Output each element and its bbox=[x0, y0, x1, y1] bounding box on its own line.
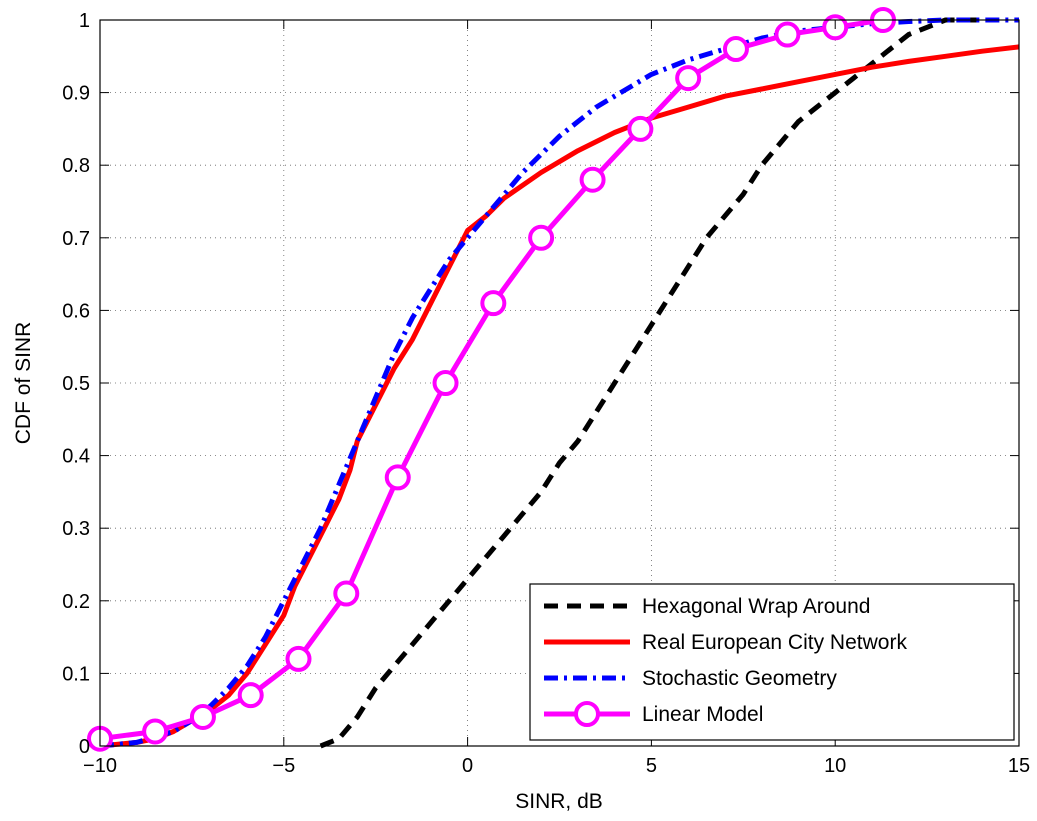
x-tick-label: 5 bbox=[646, 755, 657, 777]
data-point-linear-model bbox=[722, 36, 749, 63]
y-tick-label: 0.9 bbox=[62, 83, 90, 105]
x-tick-label: −5 bbox=[272, 755, 295, 777]
y-tick-label: 0.6 bbox=[62, 300, 90, 322]
y-tick-label: 0 bbox=[79, 736, 90, 758]
legend-label-linear-model: Linear Model bbox=[642, 703, 763, 726]
y-tick-label: 0.2 bbox=[62, 591, 90, 613]
x-tick-label: −10 bbox=[83, 755, 117, 777]
data-point-linear-model bbox=[627, 115, 654, 142]
data-point-linear-model bbox=[774, 21, 801, 48]
y-axis-label: CDF of SINR bbox=[12, 322, 35, 445]
data-point-linear-model bbox=[675, 65, 702, 92]
legend-label-stochastic-geometry: Stochastic Geometry bbox=[642, 667, 837, 690]
y-tick-label: 0.8 bbox=[62, 155, 90, 177]
data-point-linear-model bbox=[432, 370, 459, 396]
legend-label-hexagonal-wrap-around: Hexagonal Wrap Around bbox=[642, 595, 870, 618]
x-axis-label: SINR, dB bbox=[515, 790, 603, 813]
y-tick-label: 0.4 bbox=[62, 446, 90, 468]
y-tick-label: 0.7 bbox=[62, 228, 90, 250]
data-point-linear-model bbox=[480, 290, 507, 317]
legend-marker-linear-model bbox=[574, 701, 600, 727]
data-point-linear-model bbox=[285, 645, 312, 672]
legend: Hexagonal Wrap Around Real European City … bbox=[529, 583, 1015, 741]
y-tick-label: 0.1 bbox=[62, 663, 90, 685]
data-point-linear-model bbox=[189, 703, 216, 730]
data-point-linear-model bbox=[237, 682, 264, 709]
x-tick-label: 15 bbox=[1008, 755, 1030, 777]
data-point-linear-model bbox=[142, 718, 169, 745]
x-tick-label: 0 bbox=[462, 755, 473, 777]
data-point-linear-model bbox=[333, 580, 360, 607]
series-line-real-european-city-network bbox=[99, 44, 1020, 749]
data-point-linear-model bbox=[528, 224, 555, 251]
y-tick-label: 1 bbox=[79, 10, 90, 32]
y-tick-label: 0.3 bbox=[62, 518, 90, 540]
series-line-hexagonal-wrap-around bbox=[319, 17, 983, 749]
data-point-linear-model bbox=[384, 464, 411, 491]
series-line-stochastic-geometry bbox=[99, 17, 1019, 749]
ticks: −10 −5 0 5 10 15 0 0.1 0.2 0.3 0.4 0.5 0.6 0.7 0.8 0.9 1 bbox=[62, 10, 1030, 777]
y-tick-label: 0.5 bbox=[62, 373, 90, 395]
x-tick-label: 10 bbox=[824, 755, 846, 777]
data-point-linear-model bbox=[579, 166, 606, 193]
legend-label-real-european-city-network: Real European City Network bbox=[642, 631, 907, 654]
